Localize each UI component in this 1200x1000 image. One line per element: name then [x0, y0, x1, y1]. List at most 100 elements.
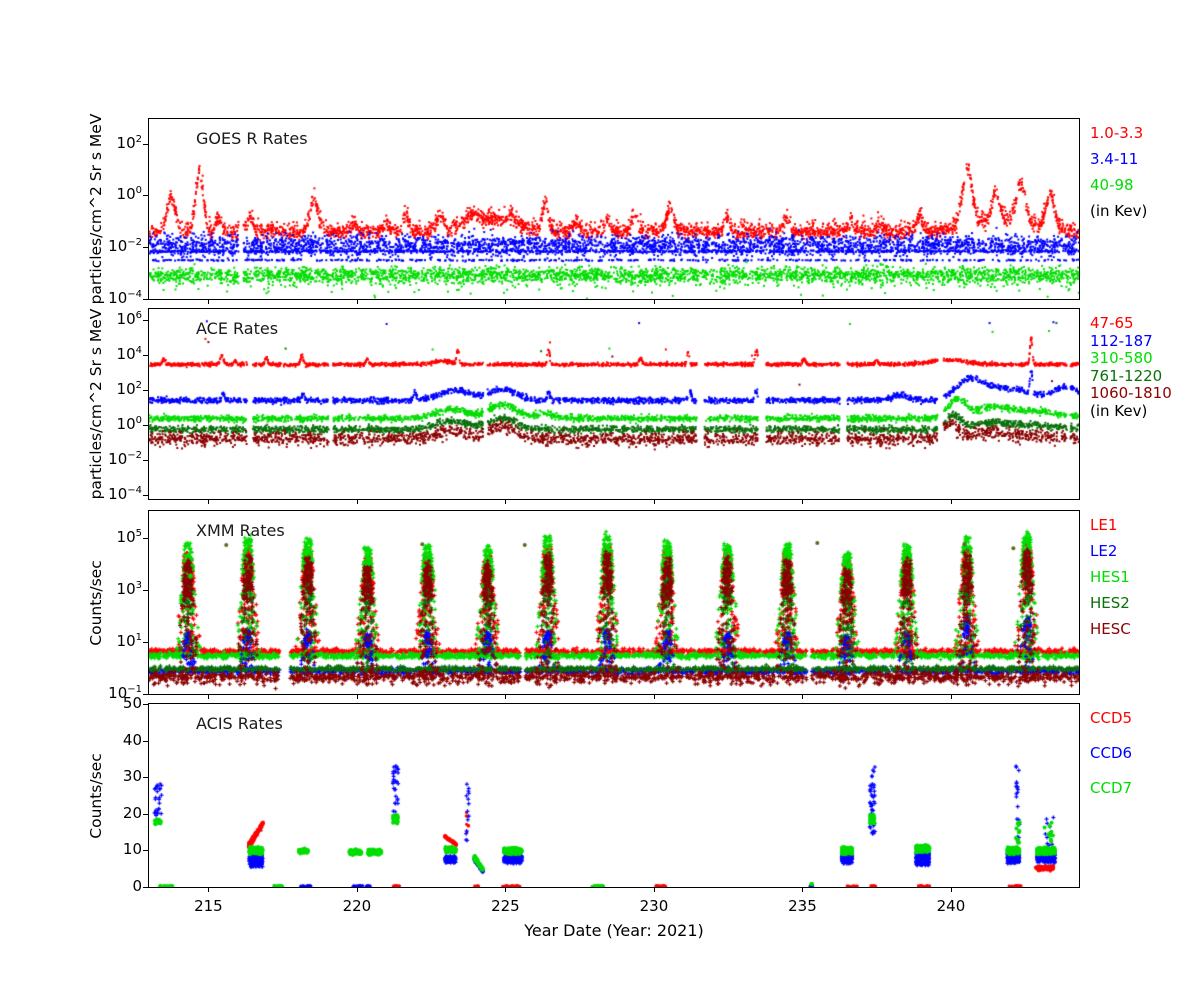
acis-ylabel: Counts/sec [87, 752, 105, 839]
x-tick-mark [504, 888, 506, 892]
x-tick-mark [950, 300, 952, 304]
y-tick-label: 40 [122, 730, 142, 749]
legend-hes1: HES1 [1090, 568, 1130, 586]
x-tick-label: 235 [788, 897, 817, 915]
y-tick-mark [143, 246, 148, 248]
y-tick-mark [143, 813, 148, 815]
y-tick-mark [143, 589, 148, 591]
ace-title: ACE Rates [196, 319, 279, 338]
x-tick-mark [801, 695, 803, 699]
y-tick-label: 105 [116, 527, 142, 546]
x-tick-label: 230 [639, 897, 669, 915]
y-tick-label: 103 [116, 579, 142, 598]
y-tick-mark [143, 298, 148, 300]
legend-le2: LE2 [1090, 542, 1118, 560]
x-tick-label: 225 [491, 897, 520, 915]
y-tick-label: 106 [116, 309, 142, 328]
legend-40-98: 40-98 [1090, 176, 1134, 194]
panel-ace-rates: ACE Rates [148, 308, 1080, 500]
y-tick-label: 30 [122, 767, 142, 786]
y-tick-mark [143, 641, 148, 643]
x-tick-mark [950, 500, 952, 504]
x-tick-mark [356, 695, 358, 699]
xmm-title: XMM Rates [196, 521, 285, 540]
legend-761-1220: 761-1220 [1090, 366, 1163, 385]
x-tick-label: 240 [936, 897, 966, 915]
y-tick-mark [143, 740, 148, 742]
x-tick-label: 220 [342, 897, 372, 915]
x-axis-label: Year Date (Year: 2021) [524, 921, 704, 940]
x-tick-mark [207, 300, 209, 304]
x-tick-mark [801, 500, 803, 504]
y-tick-label: 50 [122, 694, 142, 712]
x-tick-mark [653, 300, 655, 304]
panel-xmm-rates: XMM Rates [148, 510, 1080, 695]
y-tick-label: 10−4 [108, 485, 142, 504]
y-tick-label: 10 [122, 840, 142, 859]
legend-hesc: HESC [1090, 620, 1131, 638]
y-tick-mark [143, 494, 148, 496]
y-tick-label: 102 [116, 379, 142, 398]
y-tick-label: 102 [116, 133, 142, 152]
x-tick-mark [653, 888, 655, 892]
legend-1060-1810: 1060-1810 [1090, 384, 1172, 402]
legend-hes2: HES2 [1090, 594, 1130, 612]
legend-1-0-3-3: 1.0-3.3 [1090, 124, 1144, 142]
x-tick-mark [504, 300, 506, 304]
y-tick-mark [143, 389, 148, 391]
acis-title: ACIS Rates [196, 714, 283, 733]
y-tick-label: 0 [132, 877, 142, 895]
goes-title: GOES R Rates [196, 129, 308, 148]
legend-ccd7: CCD7 [1090, 779, 1133, 797]
legend--in-kev-: (in Kev) [1090, 202, 1148, 220]
y-tick-mark [143, 459, 148, 461]
x-tick-mark [207, 888, 209, 892]
y-tick-label: 10−1 [108, 684, 142, 702]
x-tick-mark [653, 695, 655, 699]
x-tick-mark [504, 500, 506, 504]
goes-plot-canvas [149, 119, 1079, 299]
y-tick-mark [143, 886, 148, 888]
y-tick-mark [143, 194, 148, 196]
x-tick-mark [207, 500, 209, 504]
x-tick-mark [207, 695, 209, 699]
y-tick-mark [143, 354, 148, 356]
y-tick-mark [143, 143, 148, 145]
x-tick-mark [356, 888, 358, 892]
legend-ccd6: CCD6 [1090, 744, 1133, 762]
y-tick-label: 10−2 [108, 450, 142, 469]
y-tick-label: 100 [116, 185, 142, 204]
x-tick-mark [356, 300, 358, 304]
y-tick-mark [143, 703, 148, 705]
legend-47-65: 47-65 [1090, 314, 1134, 332]
x-tick-mark [653, 500, 655, 504]
y-tick-mark [143, 319, 148, 321]
legend-310-580: 310-580 [1090, 349, 1153, 367]
panel-goes-rates: GOES R Rates [148, 118, 1080, 300]
x-tick-mark [950, 695, 952, 699]
y-tick-mark [143, 537, 148, 539]
y-tick-label: 10−2 [108, 237, 142, 256]
y-tick-label: 104 [116, 344, 142, 363]
acis-plot-canvas [149, 704, 1079, 887]
x-tick-label: 215 [194, 897, 223, 915]
y-tick-mark [143, 849, 148, 851]
y-tick-label: 100 [116, 415, 142, 434]
y-tick-mark [143, 424, 148, 426]
xmm-plot-canvas [149, 511, 1079, 694]
y-tick-label: 101 [116, 631, 142, 650]
x-tick-mark [801, 888, 803, 892]
y-tick-label: 20 [122, 803, 142, 822]
panel-acis-rates: ACIS Rates [148, 703, 1080, 888]
legend-ccd5: CCD5 [1090, 709, 1133, 727]
y-tick-mark [143, 776, 148, 778]
x-tick-mark [504, 695, 506, 699]
legend--in-kev-: (in Kev) [1090, 401, 1148, 420]
legend-le1: LE1 [1090, 516, 1118, 534]
x-tick-mark [356, 500, 358, 504]
ace-plot-canvas [149, 309, 1079, 499]
y-tick-label: 10−4 [108, 289, 142, 307]
legend-3-4-11: 3.4-11 [1090, 150, 1139, 168]
x-tick-mark [801, 300, 803, 304]
